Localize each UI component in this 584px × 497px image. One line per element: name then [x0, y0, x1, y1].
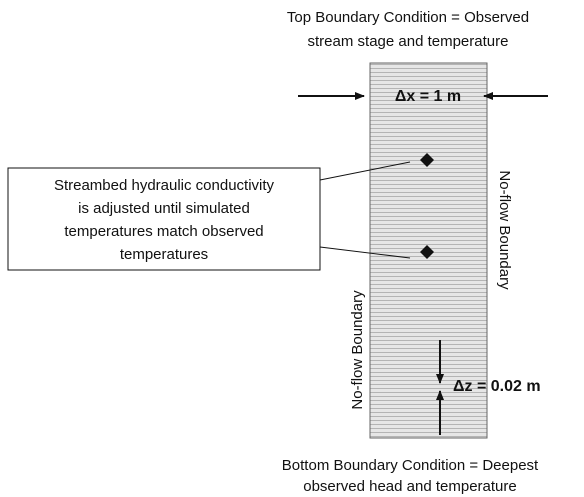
- dz-label: Δz = 0.02 m: [453, 378, 541, 395]
- callout-line: temperatures match observed: [64, 223, 263, 240]
- dx-label: Δx = 1 m: [395, 88, 461, 105]
- leader-line: [319, 246, 411, 259]
- top-label-line: stream stage and temperature: [308, 33, 509, 50]
- callout-box: [7, 167, 321, 271]
- top-label-line: Top Boundary Condition = Observed: [287, 9, 529, 26]
- left-boundary-label: No-flow Boundary: [349, 290, 366, 410]
- bottom-label-line: Bottom Boundary Condition = Deepest: [282, 457, 539, 474]
- callout-line: temperatures: [120, 246, 208, 263]
- bottom-label-line: observed head and temperature: [303, 478, 516, 495]
- leader-line: [319, 161, 411, 181]
- observation-point: [420, 245, 434, 259]
- callout-line: Streambed hydraulic conductivity: [54, 177, 275, 194]
- callout-line: is adjusted until simulated: [78, 200, 250, 217]
- observation-point: [420, 153, 434, 167]
- right-boundary-label: No-flow Boundary: [496, 170, 513, 290]
